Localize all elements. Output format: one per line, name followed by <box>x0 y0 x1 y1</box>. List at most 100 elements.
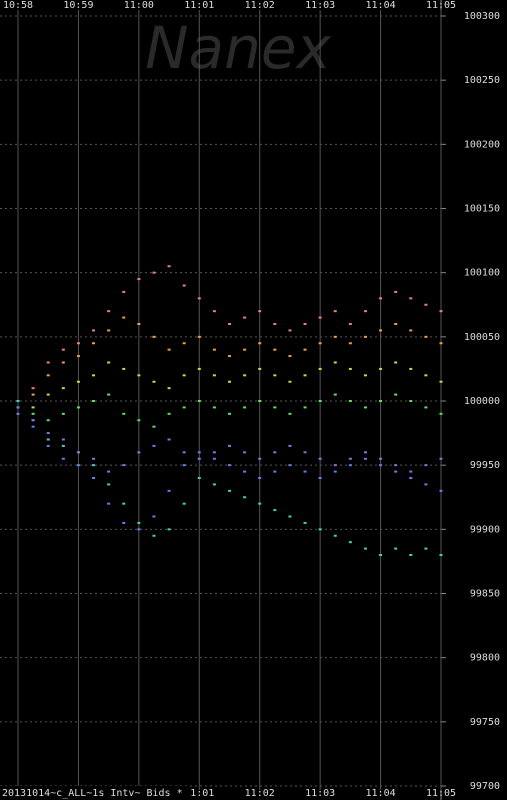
point <box>76 451 80 454</box>
point <box>273 323 277 325</box>
point <box>363 374 367 377</box>
point <box>61 361 65 364</box>
point <box>363 457 367 460</box>
point <box>46 419 50 422</box>
point <box>258 367 262 370</box>
point <box>137 374 141 377</box>
point <box>424 406 428 409</box>
point <box>197 297 201 300</box>
point <box>273 374 277 377</box>
point <box>439 342 443 345</box>
point <box>318 528 322 531</box>
point <box>409 400 413 402</box>
point <box>394 323 398 325</box>
point <box>424 303 428 306</box>
point <box>212 348 216 351</box>
point <box>61 457 65 460</box>
point <box>167 438 171 441</box>
point <box>152 444 156 447</box>
point <box>273 406 277 409</box>
y-tick-label: 100300 <box>464 11 500 22</box>
point <box>31 406 35 409</box>
point <box>92 477 96 479</box>
point <box>167 387 171 390</box>
point <box>303 451 307 454</box>
point <box>228 380 231 383</box>
point <box>243 470 247 473</box>
point <box>439 412 443 415</box>
point <box>243 348 247 351</box>
point <box>16 412 20 415</box>
point <box>318 477 322 479</box>
point <box>348 457 352 460</box>
point <box>197 477 201 479</box>
watermark: Nanex <box>145 14 331 82</box>
point <box>137 528 141 531</box>
point <box>16 406 20 409</box>
x-tick-label: 11:01 <box>184 788 214 799</box>
point <box>137 278 141 281</box>
point <box>167 265 171 268</box>
point <box>288 444 292 447</box>
point <box>46 361 50 364</box>
point <box>31 393 35 396</box>
point <box>333 361 337 364</box>
point <box>92 464 96 467</box>
y-tick-label: 100150 <box>464 204 500 215</box>
point <box>258 342 262 345</box>
y-tick-label: 100250 <box>464 75 500 86</box>
point <box>394 547 398 550</box>
point <box>122 290 126 293</box>
point <box>379 400 383 402</box>
point <box>122 367 126 370</box>
point <box>31 425 35 428</box>
point <box>318 316 322 319</box>
point <box>333 470 337 473</box>
point <box>333 393 337 396</box>
point <box>394 464 398 467</box>
point <box>76 406 80 409</box>
point <box>228 355 231 358</box>
point <box>288 329 292 332</box>
point <box>348 323 352 325</box>
point <box>363 547 367 550</box>
point <box>394 361 398 364</box>
point <box>92 374 96 377</box>
point <box>122 464 126 467</box>
point <box>46 374 50 377</box>
point <box>61 387 65 390</box>
point <box>61 348 65 351</box>
point <box>363 406 367 409</box>
point <box>379 367 383 370</box>
point <box>16 400 20 402</box>
point <box>409 367 413 370</box>
point <box>409 477 413 479</box>
point <box>273 509 277 512</box>
point <box>152 425 156 428</box>
point <box>212 374 216 377</box>
point <box>228 444 231 447</box>
point <box>46 393 50 396</box>
point <box>167 412 171 415</box>
point <box>212 457 216 460</box>
point <box>394 470 398 473</box>
point <box>243 496 247 499</box>
point <box>107 329 111 332</box>
point <box>258 502 262 505</box>
point <box>76 355 80 358</box>
point <box>152 271 156 274</box>
point <box>31 387 35 390</box>
point <box>288 412 292 415</box>
point <box>394 393 398 396</box>
y-tick-label: 99700 <box>470 781 500 792</box>
point <box>258 400 262 402</box>
point <box>363 335 367 338</box>
point <box>92 329 96 332</box>
x-tick-label: 10:59 <box>63 0 93 11</box>
point <box>424 483 428 486</box>
point <box>107 470 111 473</box>
y-tick-label: 99800 <box>470 653 500 664</box>
point <box>228 412 231 415</box>
point <box>379 457 383 460</box>
